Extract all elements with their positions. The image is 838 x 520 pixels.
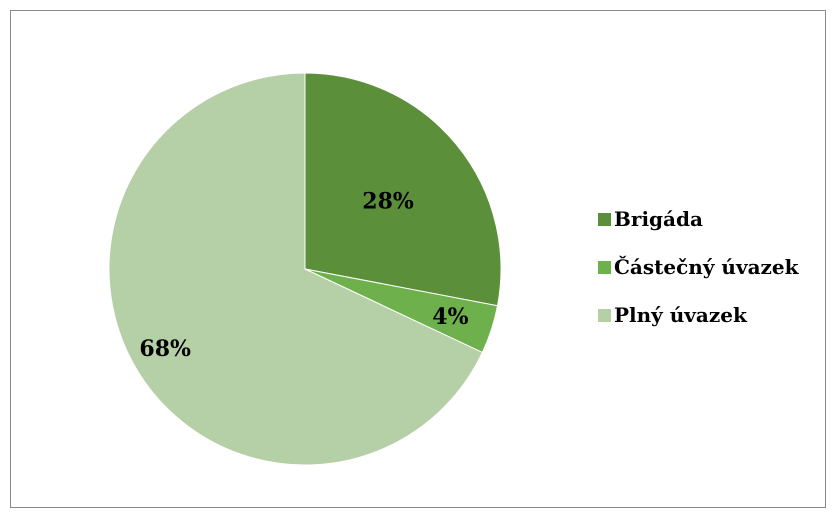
legend: Brigáda Částečný úvazek Plný úvazek xyxy=(598,206,798,350)
legend-swatch-brigada xyxy=(598,212,611,226)
legend-item-plny-uvazek: Plný úvazek xyxy=(598,302,798,328)
legend-label-plny-uvazek: Plný úvazek xyxy=(614,303,747,327)
legend-swatch-castecny-uvazek xyxy=(598,260,611,274)
legend-label-brigada: Brigáda xyxy=(614,207,703,231)
pie-slice-0 xyxy=(304,72,502,307)
data-label-0: 28% xyxy=(362,188,414,214)
legend-swatch-plny-uvazek xyxy=(598,308,611,322)
data-label-2: 68% xyxy=(139,336,191,362)
legend-item-brigada: Brigáda xyxy=(598,206,798,232)
legend-item-castecny-uvazek: Částečný úvazek xyxy=(598,254,798,280)
legend-label-castecny-uvazek: Částečný úvazek xyxy=(614,255,799,279)
pie-slice-2 xyxy=(108,72,484,466)
data-label-1: 4% xyxy=(432,304,468,330)
